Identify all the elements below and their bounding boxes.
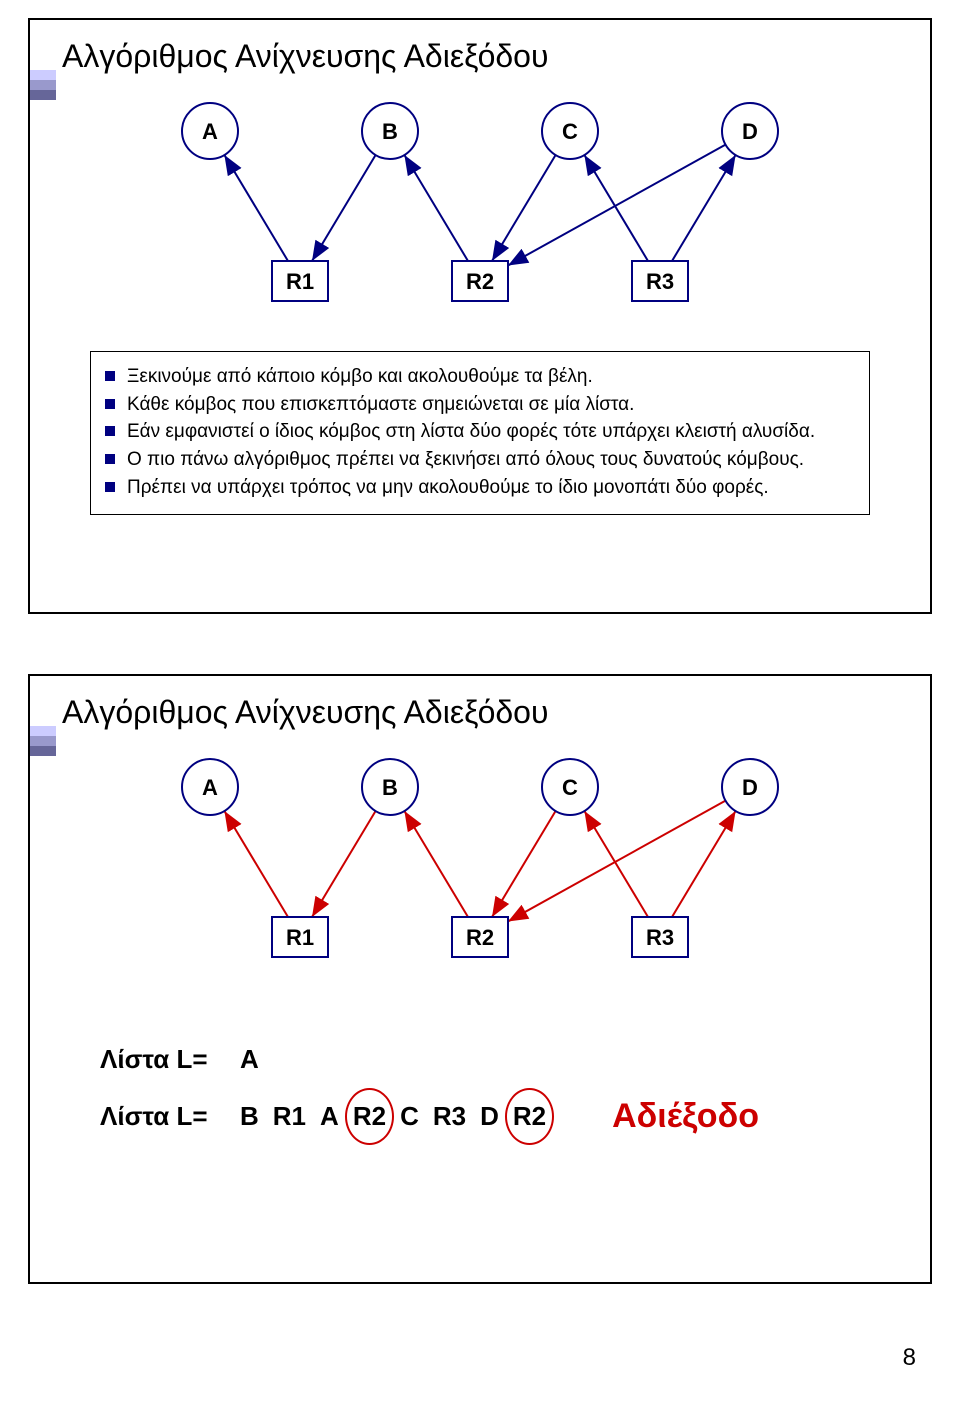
edge: [584, 811, 648, 917]
list-label: Λίστα L=: [100, 1035, 220, 1084]
bullet-box: Ξεκινούμε από κάποιο κόμβο και ακολουθού…: [90, 351, 870, 515]
bullet-icon: [105, 399, 115, 409]
edge: [312, 811, 376, 917]
process-label: C: [562, 119, 578, 144]
resource-label: R1: [286, 925, 314, 950]
decor-stripe: [30, 726, 56, 756]
bullet-item: Κάθε κόμβος που επισκεπτόμαστε σημειώνετ…: [105, 392, 855, 418]
slide-title: Αλγόριθμος Ανίχνευσης Αδιεξόδου: [30, 20, 930, 81]
diagram-2: A B C D R1 R2 R3: [30, 737, 930, 1017]
edge: [224, 155, 288, 261]
bullet-text: Πρέπει να υπάρχει τρόπος να μην ακολουθο…: [127, 475, 769, 501]
bullet-item: Ξεκινούμε από κάποιο κόμβο και ακολουθού…: [105, 364, 855, 390]
process-label: B: [382, 119, 398, 144]
bullet-text: Εάν εμφανιστεί ο ίδιος κόμβος στη λίστα …: [127, 419, 815, 445]
bullet-item: Πρέπει να υπάρχει τρόπος να μην ακολουθο…: [105, 475, 855, 501]
resource-label: R2: [466, 269, 494, 294]
slide-1: Αλγόριθμος Ανίχνευσης Αδιεξόδου A B C D R1 R2…: [28, 18, 932, 614]
bullet-item: Εάν εμφανιστεί ο ίδιος κόμβος στη λίστα …: [105, 419, 855, 445]
trace-token: A: [238, 1035, 261, 1084]
trace-token: R1: [271, 1092, 308, 1141]
decor-stripe: [30, 70, 56, 100]
edge: [672, 811, 736, 917]
bullet-text: Ξεκινούμε από κάποιο κόμβο και ακολουθού…: [127, 364, 593, 390]
edge: [508, 801, 726, 922]
bullet-item: Ο πιο πάνω αλγόριθμος πρέπει να ξεκινήσε…: [105, 447, 855, 473]
trace-row-2: Λίστα L= BR1AR2CR3DR2 Αδιέξοδο: [100, 1084, 930, 1149]
edge: [584, 155, 648, 261]
graph-svg: A B C D R1 R2 R3: [80, 81, 880, 341]
trace-lists: Λίστα L= A Λίστα L= BR1AR2CR3DR2 Αδιέξοδ…: [100, 1035, 930, 1149]
process-label: B: [382, 775, 398, 800]
resource-label: R2: [466, 925, 494, 950]
page-number: 8: [0, 1344, 960, 1382]
trace-token: A: [318, 1092, 341, 1141]
trace-token: R2: [351, 1092, 388, 1141]
resource-label: R1: [286, 269, 314, 294]
bullet-text: Ο πιο πάνω αλγόριθμος πρέπει να ξεκινήσε…: [127, 447, 804, 473]
bullet-icon: [105, 426, 115, 436]
slide-2: Αλγόριθμος Ανίχνευσης Αδιεξόδου ABCDR1R2…: [28, 674, 932, 1284]
resource-label: R3: [646, 925, 674, 950]
diagram-1: A B C D R1 R2 R3: [30, 81, 930, 341]
process-label: D: [742, 119, 758, 144]
trace-token: B: [238, 1092, 261, 1141]
bullet-icon: [105, 482, 115, 492]
trace-sequence: BR1AR2CR3DR2: [238, 1092, 548, 1141]
slide-title: Αλγόριθμος Ανίχνευσης Αδιεξόδου: [30, 676, 930, 737]
bullet-icon: [105, 454, 115, 464]
edge: [672, 155, 736, 261]
process-label: C: [562, 775, 578, 800]
edge: [508, 145, 726, 266]
resource-label: R3: [646, 269, 674, 294]
bullet-icon: [105, 371, 115, 381]
list-label: Λίστα L=: [100, 1092, 220, 1141]
edge: [312, 155, 376, 261]
trace-token: C: [398, 1092, 421, 1141]
trace-sequence: A: [238, 1035, 261, 1084]
trace-token: D: [478, 1092, 501, 1141]
trace-token: R3: [431, 1092, 468, 1141]
process-label: A: [202, 775, 218, 800]
bullet-text: Κάθε κόμβος που επισκεπτόμαστε σημειώνετ…: [127, 392, 634, 418]
edge: [404, 811, 468, 917]
edge: [224, 811, 288, 917]
trace-row-1: Λίστα L= A: [100, 1035, 930, 1084]
trace-token: R2: [511, 1092, 548, 1141]
process-label: A: [202, 119, 218, 144]
deadlock-label: Αδιέξοδο: [612, 1084, 759, 1149]
process-label: D: [742, 775, 758, 800]
edge: [404, 155, 468, 261]
graph-svg: A B C D R1 R2 R3: [80, 737, 880, 1017]
